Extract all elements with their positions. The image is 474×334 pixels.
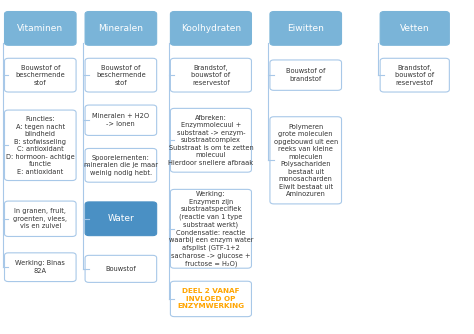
FancyBboxPatch shape	[170, 189, 251, 268]
Text: Bouwstof of
beschermende
stof: Bouwstof of beschermende stof	[96, 65, 146, 86]
Text: Werking:
Enzymen zijn
substraatspecifiek
(reactie van 1 type
substraat werkt)
Co: Werking: Enzymen zijn substraatspecifiek…	[169, 191, 253, 267]
FancyBboxPatch shape	[5, 253, 76, 282]
Text: Bouwstof: Bouwstof	[106, 266, 136, 272]
FancyBboxPatch shape	[170, 281, 251, 317]
FancyBboxPatch shape	[85, 255, 156, 282]
FancyBboxPatch shape	[85, 105, 156, 135]
FancyBboxPatch shape	[170, 108, 251, 172]
Text: Mineralen + H2O
-> Ionen: Mineralen + H2O -> Ionen	[92, 114, 149, 127]
FancyBboxPatch shape	[380, 58, 449, 92]
FancyBboxPatch shape	[85, 11, 156, 45]
FancyBboxPatch shape	[85, 202, 156, 236]
FancyBboxPatch shape	[270, 60, 341, 90]
Text: Polymeren
grote moleculen
opgebouwd uit een
reeks van kleine
moleculen
Polysacha: Polymeren grote moleculen opgebouwd uit …	[273, 124, 338, 197]
FancyBboxPatch shape	[85, 148, 156, 182]
Text: Vitaminen: Vitaminen	[17, 24, 64, 33]
Text: Functies:
A: tegen nacht
blindheid
B: stofwisseling
C: antioxidant
D: hormoon- a: Functies: A: tegen nacht blindheid B: st…	[6, 116, 75, 175]
Text: Mineralen: Mineralen	[99, 24, 143, 33]
FancyBboxPatch shape	[5, 11, 76, 45]
Text: DEEL 2 VANAF
INVLOED OP
ENZYMWERKING: DEEL 2 VANAF INVLOED OP ENZYMWERKING	[177, 289, 245, 309]
Text: Bouwstof of
brandstof: Bouwstof of brandstof	[286, 68, 326, 82]
Text: Water: Water	[108, 214, 134, 223]
FancyBboxPatch shape	[170, 58, 251, 92]
FancyBboxPatch shape	[85, 58, 156, 92]
FancyBboxPatch shape	[5, 201, 76, 236]
Text: Brandstof,
bouwstof of
reservestof: Brandstof, bouwstof of reservestof	[395, 65, 434, 86]
FancyBboxPatch shape	[170, 11, 251, 45]
Text: In granen, fruit,
groenten, vlees,
vis en zuivel: In granen, fruit, groenten, vlees, vis e…	[13, 208, 67, 229]
FancyBboxPatch shape	[270, 117, 341, 204]
FancyBboxPatch shape	[380, 11, 449, 45]
Text: Koolhydraten: Koolhydraten	[181, 24, 241, 33]
Text: Bouwstof of
beschermende
stof: Bouwstof of beschermende stof	[16, 65, 65, 86]
FancyBboxPatch shape	[5, 58, 76, 92]
Text: Afbreken:
Enzymmolecuul +
substraat -> enzym-
substraatcomplex
Substraat is om t: Afbreken: Enzymmolecuul + substraat -> e…	[168, 115, 254, 166]
Text: Werking: Binas
82A: Werking: Binas 82A	[15, 261, 65, 274]
Text: Vetten: Vetten	[400, 24, 429, 33]
Text: Eiwitten: Eiwitten	[287, 24, 324, 33]
Text: Spoorelernenten:
mineralen die je maar
weinig nodig hebt.: Spoorelernenten: mineralen die je maar w…	[84, 155, 158, 176]
FancyBboxPatch shape	[5, 110, 76, 181]
Text: Brandstof,
bouwstof of
reservestof: Brandstof, bouwstof of reservestof	[191, 65, 230, 86]
FancyBboxPatch shape	[270, 11, 341, 45]
